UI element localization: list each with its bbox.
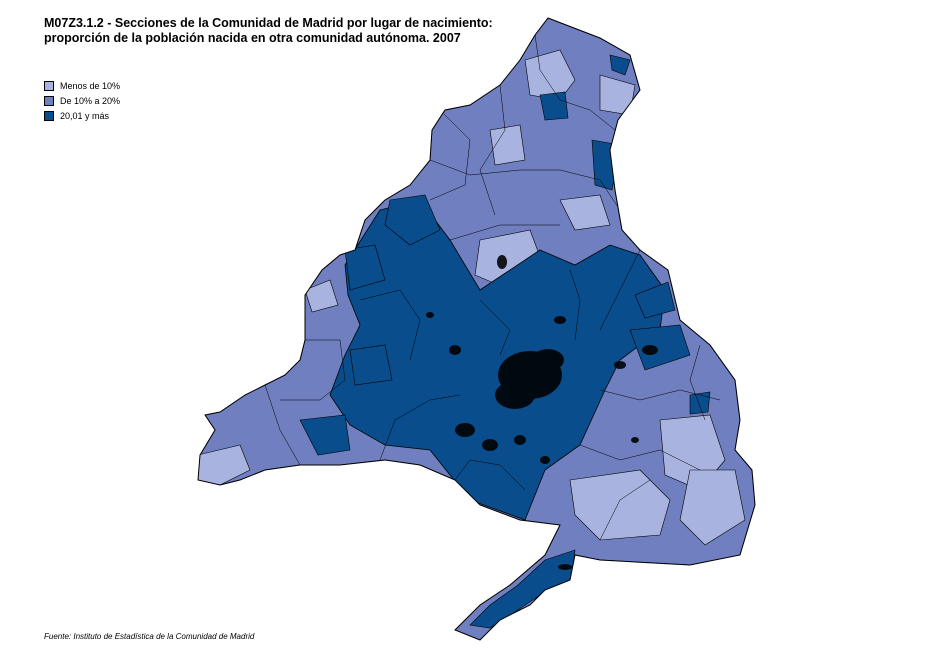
- legend-label-low: Menos de 10%: [60, 80, 121, 91]
- map-area-high-north-2: [591, 139, 621, 191]
- map-area-high-northeast: [634, 281, 676, 319]
- legend-swatch-mid: [44, 95, 54, 106]
- map-area-low-northeast-2: [559, 194, 611, 231]
- map-area-low-east-2: [679, 469, 746, 546]
- legend-item-high: 20,01 y más: [44, 108, 120, 123]
- map-area-high-north-1: [539, 91, 569, 121]
- map-section-borders: [264, 34, 721, 541]
- legend-swatch-low: [44, 80, 54, 91]
- map-area-low-west-2: [304, 279, 339, 313]
- map-area-high-north-3: [609, 54, 631, 76]
- map-area-low-north-2: [489, 124, 526, 166]
- map-area-low-west: [198, 444, 251, 486]
- legend-item-low: Menos de 10%: [44, 78, 120, 93]
- madrid-region-map: [197, 17, 756, 641]
- legend-swatch-high: [44, 110, 54, 121]
- map-sections: [198, 18, 755, 640]
- legend: Menos de 10% De 10% a 20% 20,01 y más: [44, 78, 120, 123]
- legend-item-mid: De 10% a 20%: [44, 93, 120, 108]
- map-region-outline: [197, 17, 756, 641]
- legend-label-high: 20,01 y más: [60, 110, 110, 121]
- legend-label-mid: De 10% a 20%: [60, 95, 121, 106]
- map-title: M07Z3.1.2 - Secciones de la Comunidad de…: [44, 16, 664, 46]
- source-note: Fuente: Instituto de Estadística de la C…: [44, 632, 255, 641]
- map-area-high-west-3: [349, 344, 393, 386]
- map-area-low-southeast: [569, 469, 671, 541]
- map-urban-core: [426, 255, 658, 570]
- map-area-high-east-2: [689, 391, 711, 415]
- title-line-2: proporción de la población nacida en otr…: [44, 31, 461, 45]
- title-line-1: M07Z3.1.2 - Secciones de la Comunidad de…: [44, 16, 493, 30]
- map-area-high-west: [344, 244, 386, 291]
- map-area-high-east: [629, 324, 691, 371]
- map-area-low-north: [524, 49, 576, 101]
- map-area-high-west-2: [299, 414, 351, 456]
- map-area-high-northwest: [384, 194, 441, 246]
- map-area-high-central: [329, 199, 666, 521]
- map-area-high-south-tail: [469, 549, 576, 629]
